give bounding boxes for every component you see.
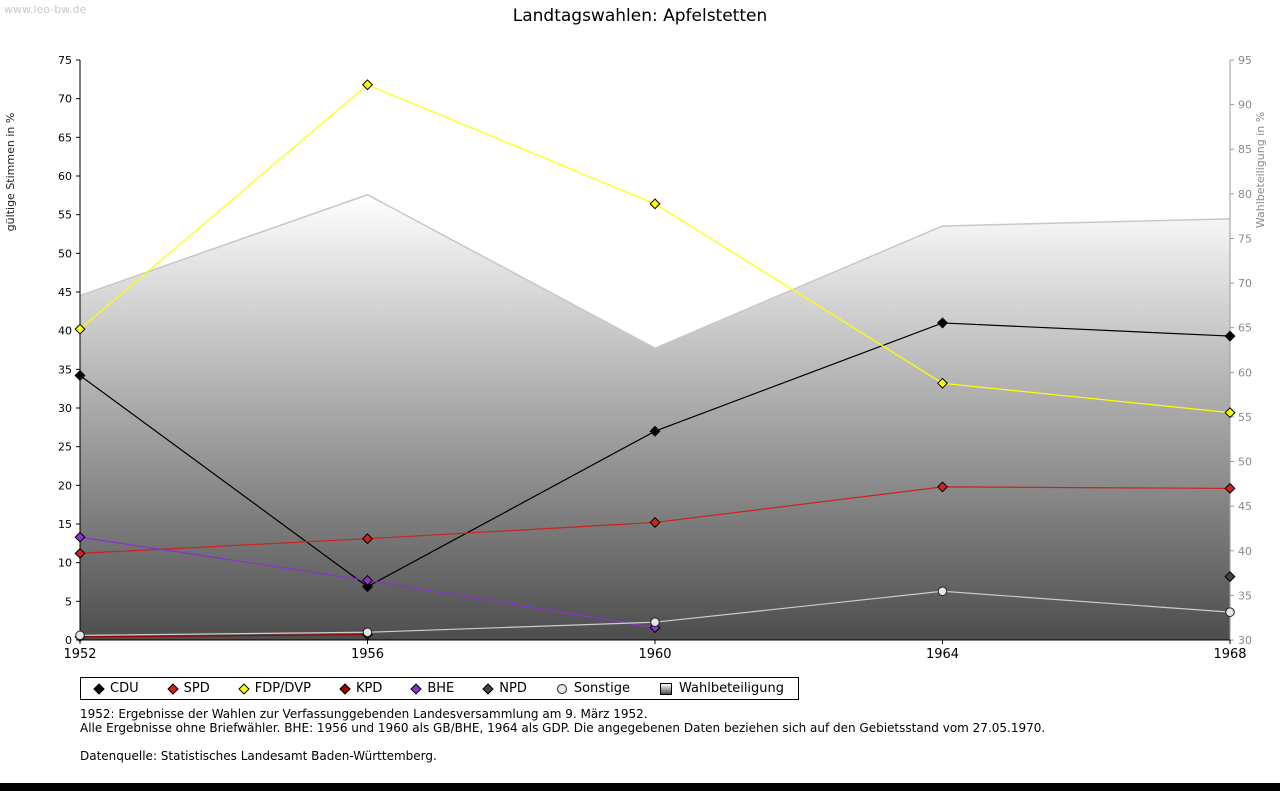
- svg-text:1960: 1960: [638, 647, 671, 662]
- legend-label-spd: SPD: [183, 681, 210, 696]
- svg-text:90: 90: [1238, 99, 1252, 112]
- spd-marker-icon: [166, 682, 179, 695]
- footnote-1: 1952: Ergebnisse der Wahlen zur Verfassu…: [80, 707, 648, 721]
- legend-label-npd: NPD: [499, 681, 527, 696]
- wahlbeteiligung-area: [79, 193, 1231, 640]
- svg-text:gültige Stimmen in %: gültige Stimmen in %: [4, 113, 17, 232]
- svg-text:35: 35: [58, 363, 72, 376]
- svg-text:1964: 1964: [926, 647, 959, 662]
- legend-item-wahlbeteiligung: Wahlbeteiligung: [660, 681, 784, 696]
- cdu-marker-icon: [93, 682, 105, 695]
- legend-item-kpd: KPD: [339, 681, 383, 696]
- svg-text:75: 75: [1238, 232, 1252, 245]
- svg-text:40: 40: [58, 325, 72, 338]
- svg-text:15: 15: [58, 518, 72, 531]
- svg-text:0: 0: [65, 634, 72, 647]
- legend-label-kpd: KPD: [355, 681, 383, 696]
- axes: 0 5 10 15 20 25 30 35 40 45 50 55 60 65 70 75 30 35 40 45 50…: [4, 54, 1267, 662]
- legend-label-bhe: BHE: [427, 681, 455, 696]
- svg-text:55: 55: [58, 209, 72, 222]
- svg-text:70: 70: [58, 93, 72, 106]
- kpd-marker-icon: [339, 682, 351, 695]
- footnote-2: Alle Ergebnisse ohne Briefwähler. BHE: 1…: [80, 720, 1046, 735]
- svg-text:95: 95: [1238, 54, 1252, 67]
- data-source: Datenquelle: Statistisches Landesamt Bad…: [80, 749, 437, 763]
- wahlbeteiligung-marker-icon: [660, 682, 673, 695]
- svg-text:45: 45: [58, 286, 72, 299]
- election-line-chart: 0 5 10 15 20 25 30 35 40 45 50 55 60 65 70 75 30 35 40 45 50…: [4, 54, 1267, 662]
- svg-text:75: 75: [58, 54, 72, 67]
- legend: CDU SPD FDP/DVP KPD BHE NPD Sonstige Wahlbeteil…: [80, 677, 800, 700]
- svg-text:1968: 1968: [1213, 647, 1246, 662]
- npd-marker-icon: [482, 682, 494, 695]
- site-watermark: www.leo-bw.de: [4, 3, 87, 16]
- legend-item-bhe: BHE: [410, 681, 455, 696]
- legend-item-sonstige: Sonstige: [556, 681, 631, 696]
- series-cdu: [74, 317, 1236, 593]
- svg-text:50: 50: [1238, 456, 1252, 469]
- svg-text:25: 25: [58, 441, 72, 454]
- svg-text:Wahlbeteiligung in %: Wahlbeteiligung in %: [1254, 112, 1267, 228]
- svg-text:5: 5: [65, 595, 72, 608]
- legend-item-npd: NPD: [482, 681, 527, 696]
- svg-text:20: 20: [58, 479, 72, 492]
- bottom-bar: [0, 783, 1280, 791]
- chart-title: Landtagswahlen: Apfelstetten: [512, 6, 768, 26]
- svg-text:60: 60: [1238, 366, 1252, 379]
- series-sonstige: [75, 586, 1235, 641]
- svg-text:55: 55: [1238, 411, 1252, 424]
- fdp-dvp-marker-icon: [238, 682, 250, 695]
- svg-text:35: 35: [1238, 589, 1252, 602]
- svg-text:1956: 1956: [351, 647, 384, 662]
- svg-text:70: 70: [1238, 277, 1252, 290]
- svg-text:10: 10: [58, 557, 72, 570]
- svg-text:45: 45: [1238, 500, 1252, 513]
- legend-item-spd: SPD: [166, 681, 210, 696]
- svg-text:30: 30: [58, 402, 72, 415]
- bhe-marker-icon: [410, 682, 422, 695]
- series-spd: [74, 481, 1236, 559]
- svg-text:1952: 1952: [63, 647, 96, 662]
- svg-text:40: 40: [1238, 545, 1252, 558]
- legend-label-fdp-dvp: FDP/DVP: [254, 681, 311, 696]
- legend-label-cdu: CDU: [110, 681, 139, 696]
- legend-item-cdu: CDU: [93, 681, 139, 696]
- svg-text:60: 60: [58, 170, 72, 183]
- svg-text:85: 85: [1238, 143, 1252, 156]
- footnotes: 1952: Ergebnisse der Wahlen zur Verfassu…: [80, 707, 1046, 764]
- legend-item-fdp-dvp: FDP/DVP: [238, 681, 311, 696]
- series-npd: [1224, 571, 1236, 583]
- series-fdp-dvp: [74, 79, 1236, 419]
- legend-label-wahlbeteiligung: Wahlbeteiligung: [679, 681, 785, 696]
- legend-label-sonstige: Sonstige: [573, 681, 631, 696]
- svg-text:80: 80: [1238, 188, 1252, 201]
- svg-text:30: 30: [1238, 634, 1252, 647]
- svg-text:65: 65: [1238, 322, 1252, 335]
- sonstige-marker-icon: [556, 683, 567, 694]
- svg-text:65: 65: [58, 131, 72, 144]
- svg-text:50: 50: [58, 247, 72, 260]
